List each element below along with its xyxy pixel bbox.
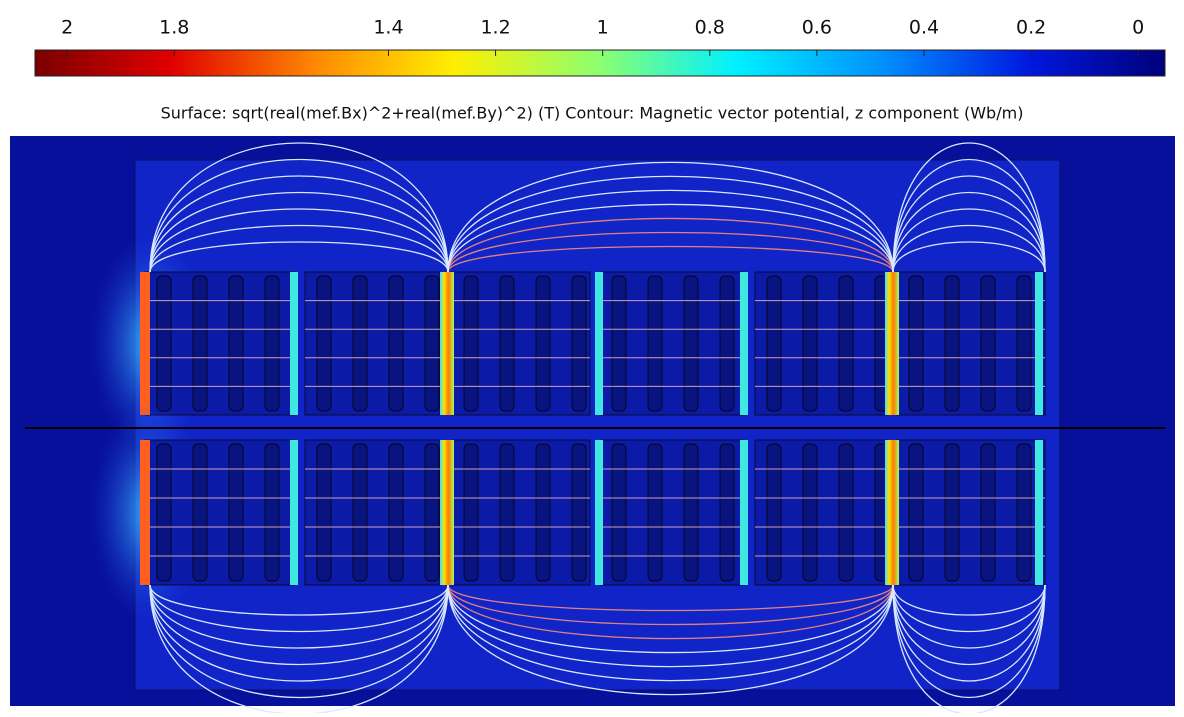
colorbar-tick-label: 0: [1132, 17, 1144, 39]
colorbar: [35, 50, 1165, 76]
edge: [290, 440, 298, 585]
slot: [157, 276, 171, 411]
slot: [648, 276, 662, 411]
field-plot: [10, 136, 1175, 713]
slot: [500, 276, 514, 411]
slot: [767, 444, 781, 581]
slot: [500, 444, 514, 581]
slot: [981, 276, 995, 411]
edge: [885, 440, 899, 585]
slot: [229, 276, 243, 411]
colorbar-tick-label: 1.2: [480, 17, 510, 39]
colorbar-tick-label: 0.4: [909, 17, 939, 39]
slot: [909, 276, 923, 411]
colorbar-tick-label: 1.8: [159, 17, 189, 39]
slot: [389, 444, 403, 581]
slot: [157, 444, 171, 581]
slot: [684, 276, 698, 411]
slot: [464, 444, 478, 581]
edge: [740, 440, 748, 585]
slot: [464, 276, 478, 411]
slot: [317, 444, 331, 581]
edge: [440, 440, 454, 585]
slot: [572, 276, 586, 411]
colorbar-tick-label: 1: [597, 17, 609, 39]
colorbar-tick-label: 0.8: [695, 17, 725, 39]
slot: [839, 444, 853, 581]
slot: [229, 444, 243, 581]
slot: [536, 444, 550, 581]
chart: Surface: sqrt(real(mef.Bx)^2+real(mef.By…: [0, 0, 1184, 713]
edge: [595, 272, 603, 415]
slot: [1017, 276, 1031, 411]
slot: [684, 444, 698, 581]
slot: [981, 444, 995, 581]
slot: [425, 444, 439, 581]
slot: [803, 276, 817, 411]
slot: [265, 444, 279, 581]
slot: [612, 444, 626, 581]
slot: [945, 444, 959, 581]
slot: [720, 276, 734, 411]
slot: [353, 276, 367, 411]
colorbar-tick-label: 0.6: [802, 17, 832, 39]
edge: [595, 440, 603, 585]
page: {"chart_data": {"type": "surface", "titl…: [0, 0, 1184, 713]
slot: [839, 276, 853, 411]
colorbar-tick-label: 1.4: [373, 17, 403, 39]
edge: [1035, 440, 1043, 585]
slot: [193, 276, 207, 411]
slot: [767, 276, 781, 411]
colorbar-tick-label: 2: [61, 17, 73, 39]
slot: [572, 444, 586, 581]
slot: [536, 276, 550, 411]
edge: [140, 440, 150, 585]
colorbar-tick-label: 0.2: [1016, 17, 1046, 39]
slot: [803, 444, 817, 581]
slot: [1017, 444, 1031, 581]
slot: [720, 444, 734, 581]
edge: [290, 272, 298, 415]
edge: [885, 272, 899, 415]
slot: [612, 276, 626, 411]
caption: Surface: sqrt(real(mef.Bx)^2+real(mef.By…: [161, 104, 1024, 123]
edge: [440, 272, 454, 415]
slot: [193, 444, 207, 581]
slot: [317, 276, 331, 411]
slot: [425, 276, 439, 411]
slot: [265, 276, 279, 411]
slot: [909, 444, 923, 581]
domain: [135, 160, 1060, 690]
edge: [740, 272, 748, 415]
edge: [1035, 272, 1043, 415]
slot: [353, 444, 367, 581]
slot: [389, 276, 403, 411]
edge: [140, 272, 150, 415]
slot: [945, 276, 959, 411]
slot: [648, 444, 662, 581]
